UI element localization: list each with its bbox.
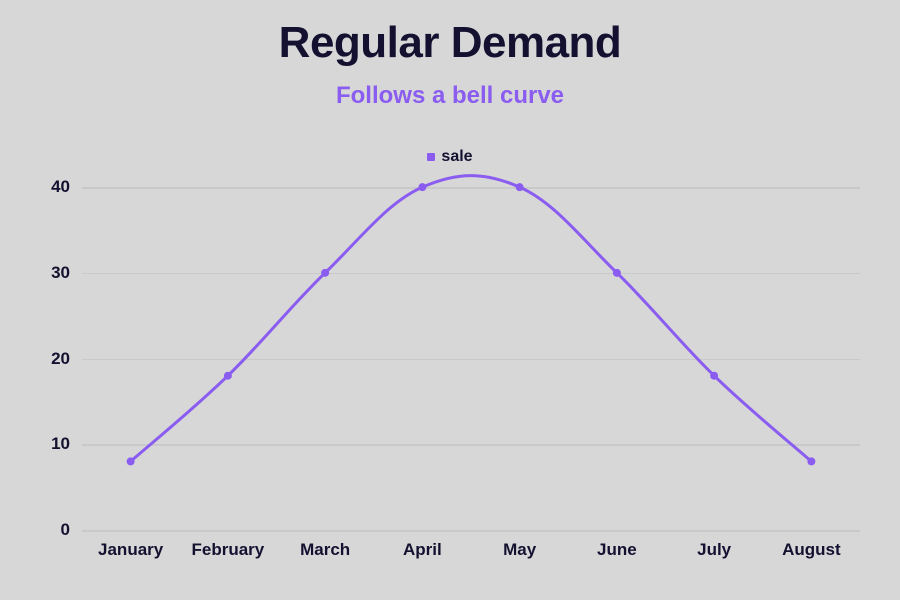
chart-legend: sale bbox=[0, 148, 900, 166]
y-axis-tick-label: 40 bbox=[51, 177, 82, 197]
data-point-marker bbox=[418, 183, 426, 191]
x-axis-tick-label: April bbox=[403, 530, 442, 560]
plot-area: 010203040 JanuaryFebruaryMarchAprilMayJu… bbox=[82, 170, 860, 530]
legend-label: sale bbox=[441, 148, 472, 165]
x-axis-tick-label: May bbox=[503, 530, 536, 560]
chart-card: Regular Demand Follows a bell curve sale… bbox=[0, 0, 900, 600]
chart-title: Regular Demand bbox=[0, 18, 900, 68]
x-axis-tick-label: February bbox=[192, 530, 265, 560]
y-axis-tick-label: 0 bbox=[61, 520, 82, 540]
y-axis-tick-label: 30 bbox=[51, 263, 82, 283]
y-axis-tick-label: 10 bbox=[51, 434, 82, 454]
data-point-marker bbox=[613, 269, 621, 277]
data-point-marker bbox=[224, 372, 232, 380]
y-axis-tick-label: 20 bbox=[51, 349, 82, 369]
x-axis-tick-label: January bbox=[98, 530, 163, 560]
data-point-marker bbox=[127, 457, 135, 465]
data-point-marker bbox=[516, 183, 524, 191]
data-point-marker bbox=[807, 457, 815, 465]
x-axis-tick-label: August bbox=[782, 530, 841, 560]
x-axis-tick-label: June bbox=[597, 530, 637, 560]
x-axis-tick-label: July bbox=[697, 530, 731, 560]
chart-subtitle: Follows a bell curve bbox=[0, 82, 900, 110]
line-chart-svg bbox=[82, 170, 860, 530]
x-axis-tick-label: March bbox=[300, 530, 350, 560]
legend-swatch bbox=[427, 153, 435, 161]
series-line bbox=[131, 176, 812, 462]
data-point-marker bbox=[710, 372, 718, 380]
data-point-marker bbox=[321, 269, 329, 277]
